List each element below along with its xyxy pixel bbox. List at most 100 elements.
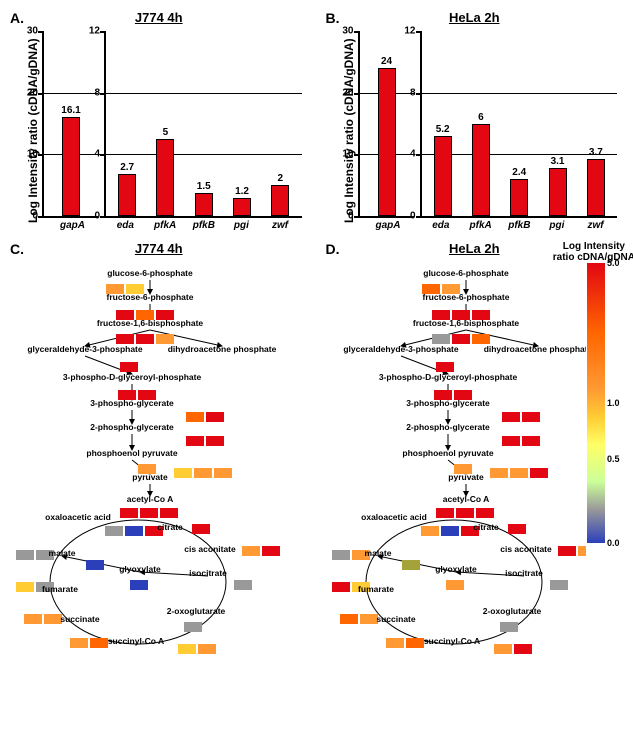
enzyme-box [514, 644, 532, 654]
plot-area: 048122.751.51.22 [104, 31, 302, 218]
y-tick-label: 8 [94, 87, 100, 98]
enzyme-box [436, 508, 454, 518]
enzyme-box [214, 468, 232, 478]
enzyme-box [441, 526, 459, 536]
bar: 1.5 [195, 193, 213, 216]
y-tick-label: 0 [32, 211, 38, 222]
metabolite-label: glyoxylate [435, 564, 477, 574]
y-tick-label: 30 [342, 26, 353, 37]
enzyme-box [86, 560, 104, 570]
enzyme-box [178, 644, 196, 654]
enzyme-box [186, 436, 204, 446]
enzyme-box [360, 614, 378, 624]
metabolite-label: acetyl-Co A [442, 494, 488, 504]
x-tick-label: gapA [60, 220, 80, 231]
panel-B: B. HeLa 2h Log Intensity ratio (cDNA/gDN… [326, 10, 624, 231]
colorbar-tick-label: 0.0 [607, 538, 620, 548]
enzyme-box [332, 582, 350, 592]
enzyme-box [105, 526, 123, 536]
panel-C: C. J774 4h glucose-6-phosphatefructose-6… [10, 241, 308, 662]
x-tick-label: pfkB [508, 220, 528, 231]
x-tick-label: gapA [376, 220, 396, 231]
bar: 5 [156, 139, 174, 216]
enzyme-box [198, 644, 216, 654]
metabolite-label: malate [49, 548, 76, 558]
enzyme-box [160, 508, 178, 518]
bar: 5.2 [434, 136, 452, 216]
enzyme-box [476, 508, 494, 518]
enzyme-box [340, 614, 358, 624]
enzyme-box [125, 526, 143, 536]
metabolite-label: cis aconitate [500, 544, 552, 554]
metabolite-label: citrate [157, 522, 183, 532]
y-tick-label: 0 [410, 211, 416, 222]
colorbar-tick-label: 1.0 [607, 398, 620, 408]
enzyme-box [206, 412, 224, 422]
x-axis: gapA [42, 218, 98, 231]
x-tick-label: eda [431, 220, 451, 231]
enzyme-box [472, 334, 490, 344]
bar-value-label: 2.7 [120, 162, 134, 173]
metabolite-label: fumarate [42, 584, 78, 594]
enzyme-box [522, 436, 540, 446]
subchart-left: 010203024 gapA [358, 31, 414, 231]
metabolite-label: malate [364, 548, 391, 558]
subchart-right: 048122.751.51.22 edapfkApfkBpgizwf [104, 31, 302, 231]
pathway-diagram: glucose-6-phosphate fructose-6-phosphate f… [326, 262, 586, 662]
enzyme-box [234, 580, 252, 590]
metabolite-label: 3-phospho-glycerate [406, 398, 490, 408]
x-tick-label: pfkA [470, 220, 490, 231]
x-tick-label: zwf [270, 220, 290, 231]
enzyme-box [421, 526, 439, 536]
enzyme-box [120, 508, 138, 518]
bar-value-label: 1.5 [197, 181, 211, 192]
metabolite-label: fumarate [358, 584, 394, 594]
metabolite-label: glyceraldehyde-3-phosphate [27, 344, 143, 354]
colorbar-tick-label: 5.0 [607, 258, 620, 268]
enzyme-box [530, 468, 548, 478]
metabolite-label: fructose-6-phosphate [107, 292, 194, 302]
metabolite-label: isocitrate [505, 568, 543, 578]
metabolite-label: succinyl-Co A [108, 636, 164, 646]
enzyme-box [522, 412, 540, 422]
enzyme-box [510, 468, 528, 478]
x-tick-label: pgi [231, 220, 251, 231]
bar: 3.1 [549, 168, 567, 216]
x-tick-label: zwf [586, 220, 606, 231]
bar: 2 [271, 185, 289, 216]
colorbar-title: Log Intensityratio cDNA/gDNA [553, 241, 633, 263]
x-axis: edapfkApfkBpgizwf [104, 218, 302, 231]
y-tick-label: 20 [342, 87, 353, 98]
enzyme-box [402, 560, 420, 570]
metabolite-label: glyceraldehyde-3-phosphate [343, 344, 459, 354]
metabolite-label: 2-oxoglutarate [167, 606, 226, 616]
x-axis: gapA [358, 218, 414, 231]
metabolite-label: succinate [60, 614, 99, 624]
subchart-left: 010203016.1 gapA [42, 31, 98, 231]
metabolite-label: glucose-6-phosphate [423, 268, 509, 278]
bar: 3.7 [587, 159, 605, 216]
bar-value-label: 24 [381, 56, 392, 67]
enzyme-box [24, 614, 42, 624]
colorbar-tick-label: 0.5 [607, 454, 620, 464]
enzyme-box [578, 546, 586, 556]
y-tick-label: 12 [404, 26, 415, 37]
y-tick-label: 12 [89, 26, 100, 37]
bar-value-label: 3.1 [551, 156, 565, 167]
metabolite-label: fructose-1,6-bisphosphate [412, 318, 519, 328]
enzyme-box [156, 334, 174, 344]
bar: 2.4 [510, 179, 528, 216]
enzyme-box [192, 524, 210, 534]
metabolite-label: succinyl-Co A [423, 636, 479, 646]
bar-value-label: 3.7 [589, 147, 603, 158]
y-tick-label: 0 [94, 211, 100, 222]
enzyme-box [500, 622, 518, 632]
enzyme-box [44, 614, 62, 624]
enzyme-box [184, 622, 202, 632]
enzyme-box [242, 546, 260, 556]
metabolite-label: fructose-6-phosphate [422, 292, 509, 302]
plot-area: 010203016.1 [42, 31, 98, 218]
enzyme-box [262, 546, 280, 556]
pathway-diagram: glucose-6-phosphatefructose-6-phosphatef… [10, 262, 300, 662]
y-tick-label: 10 [342, 149, 353, 160]
